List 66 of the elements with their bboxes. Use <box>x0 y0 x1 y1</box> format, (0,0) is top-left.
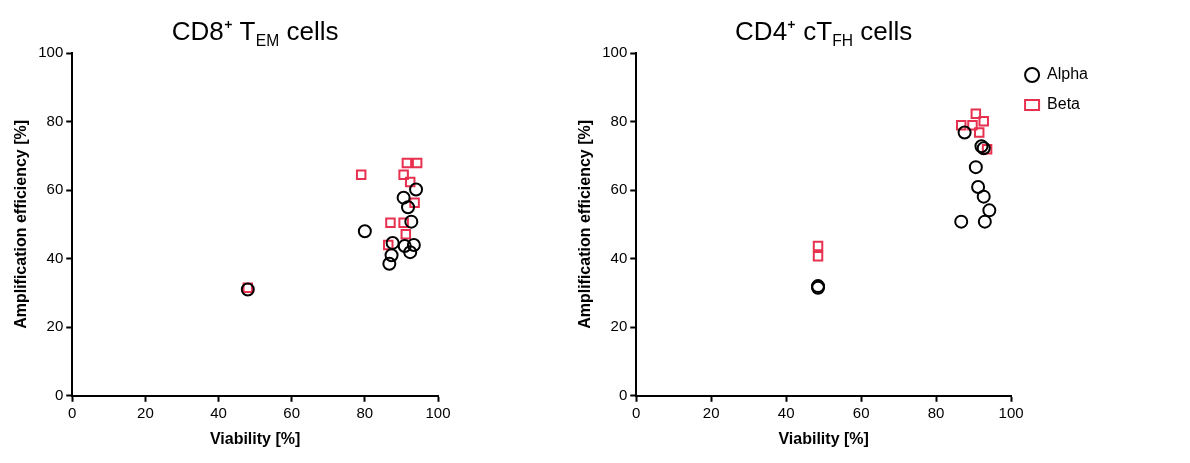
point <box>812 240 824 252</box>
y-tick-label: 0 <box>618 385 628 403</box>
point <box>976 189 991 204</box>
y-tick-label: 0 <box>54 385 64 403</box>
point <box>355 169 367 180</box>
point <box>981 144 993 155</box>
point <box>954 214 969 229</box>
y-tick-label: 80 <box>46 111 64 129</box>
point <box>982 203 997 218</box>
x-tick-label: 20 <box>702 403 720 421</box>
y-tick-label: 60 <box>46 180 64 198</box>
y-axis-title: Amplification efficiency [%] <box>576 119 594 329</box>
point <box>382 256 397 271</box>
y-tick-label: 60 <box>610 180 628 198</box>
y-tick-label: 20 <box>46 317 64 335</box>
point <box>971 180 986 195</box>
point <box>384 248 399 263</box>
x-axis-title: Viability [%] <box>209 429 301 447</box>
x-tick-label: 80 <box>356 403 374 421</box>
y-tick-label: 40 <box>46 248 64 266</box>
point <box>967 120 978 131</box>
point <box>978 115 989 127</box>
point <box>383 239 394 251</box>
point <box>973 127 985 138</box>
point <box>977 214 992 229</box>
y-tick-label: 80 <box>610 111 628 129</box>
point <box>955 120 967 131</box>
point <box>397 239 412 253</box>
point <box>398 217 409 228</box>
point <box>400 229 412 240</box>
x-tick-label: 60 <box>852 403 870 421</box>
x-tick-label: 60 <box>283 403 301 421</box>
point <box>385 235 400 250</box>
x-tick-label: 100 <box>998 403 1024 421</box>
point <box>970 108 982 119</box>
x-tick-label: 40 <box>777 403 795 421</box>
point <box>957 125 972 140</box>
y-tick-label: 100 <box>38 43 64 61</box>
point <box>406 237 421 252</box>
x-tick-label: 80 <box>927 403 945 421</box>
point <box>385 217 396 228</box>
y-axis-title: Amplification efficiency [%] <box>12 119 30 329</box>
point <box>396 190 411 205</box>
x-tick-label: 40 <box>210 403 227 421</box>
y-tick-label: 20 <box>610 317 628 335</box>
point <box>398 169 409 180</box>
point <box>968 160 983 175</box>
x-tick-label: 0 <box>68 403 77 421</box>
x-tick-label: 20 <box>137 403 154 421</box>
point <box>812 251 824 262</box>
point <box>409 197 420 209</box>
point <box>404 176 416 188</box>
legend-label: Beta <box>1047 95 1081 113</box>
point <box>403 245 418 260</box>
x-tick-label: 0 <box>632 403 641 421</box>
point <box>404 214 419 229</box>
x-axis-title: Viability [%] <box>778 429 869 447</box>
y-tick-label: 40 <box>610 248 628 266</box>
point <box>409 182 424 197</box>
legend-label: Alpha <box>1047 65 1089 83</box>
x-tick-label: 100 <box>425 403 451 421</box>
point <box>401 200 416 215</box>
point <box>401 157 413 169</box>
point <box>357 224 372 239</box>
y-tick-label: 100 <box>602 43 628 61</box>
point <box>411 157 423 169</box>
